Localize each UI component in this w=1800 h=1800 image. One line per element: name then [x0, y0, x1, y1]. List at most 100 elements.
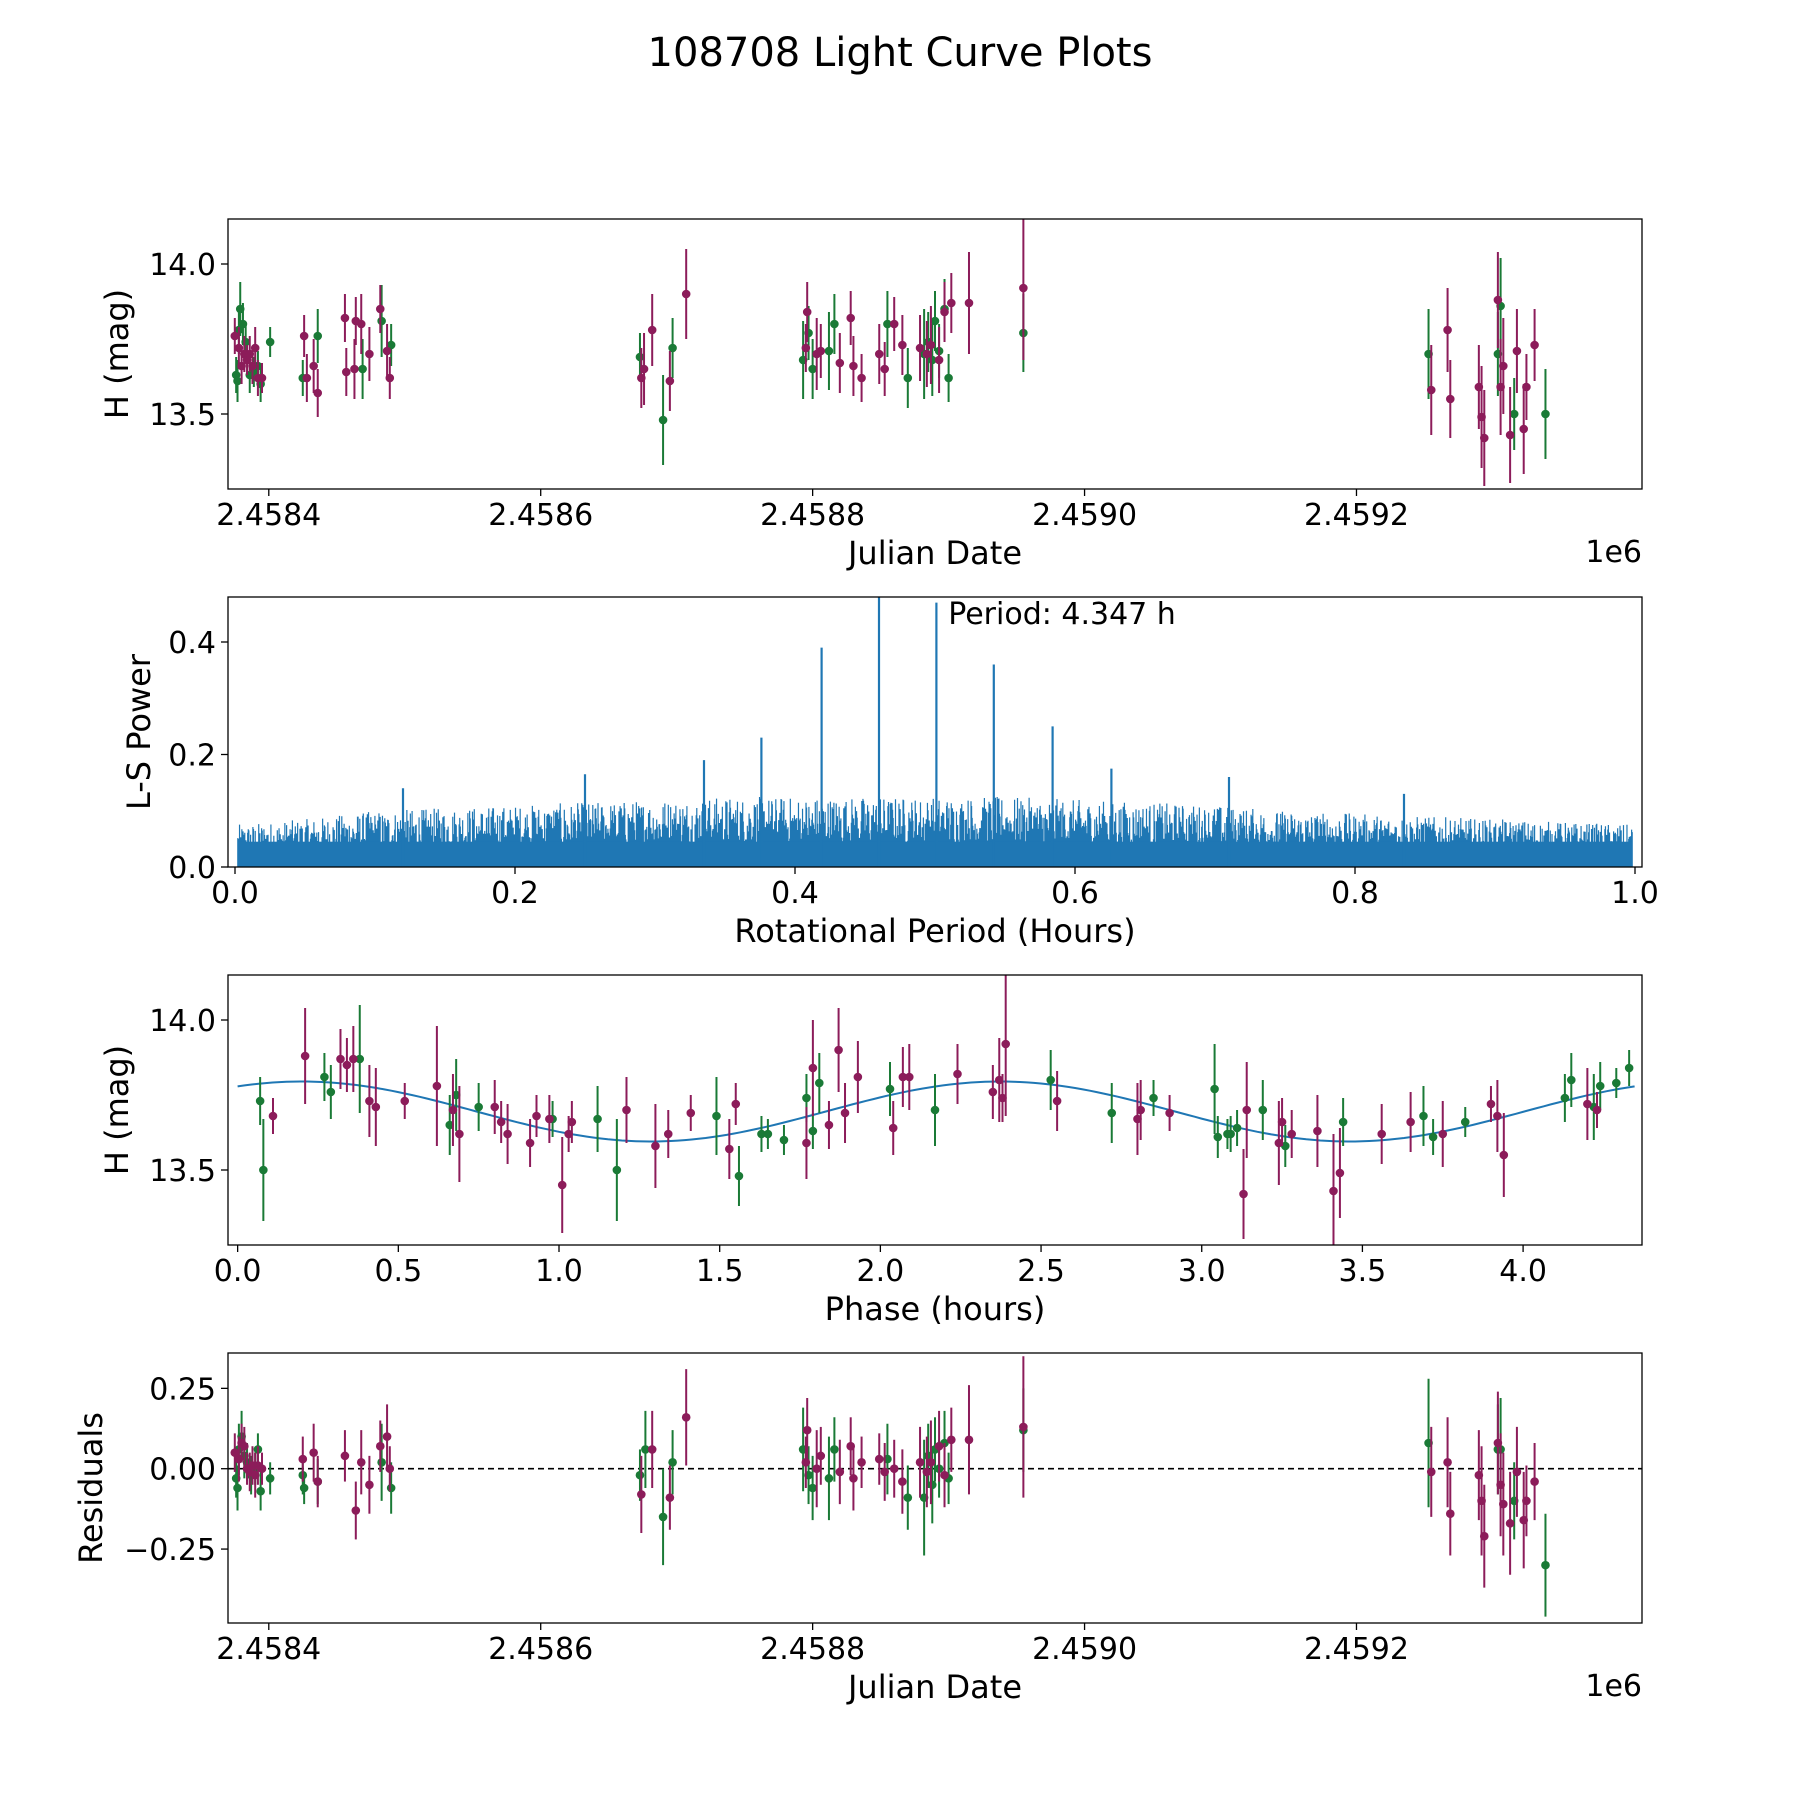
data-point: [557, 1180, 567, 1190]
data-point: [898, 1477, 907, 1486]
data-point: [1505, 430, 1515, 440]
data-point: [313, 388, 323, 398]
data-point: [947, 298, 956, 308]
data-point: [889, 1464, 899, 1474]
data-point: [647, 325, 657, 335]
data-point: [257, 373, 267, 383]
data-point: [731, 1099, 741, 1109]
data-point: [1445, 1509, 1455, 1519]
periodogram-xlabel: Rotational Period (Hours): [734, 912, 1135, 950]
data-point: [889, 319, 899, 329]
x-tick-label: 1.0: [535, 1254, 583, 1289]
x-tick-label: 2.4592: [1304, 498, 1409, 533]
data-point: [1277, 1117, 1287, 1127]
data-point: [637, 373, 646, 383]
data-point: [593, 1114, 602, 1124]
data-point: [874, 1454, 884, 1464]
y-tick-label: 13.5: [149, 398, 216, 433]
data-point: [824, 1474, 834, 1483]
data-point: [998, 1093, 1007, 1103]
fit-curve: [237, 1080, 1635, 1143]
figure-title: 108708 Light Curve Plots: [648, 30, 1153, 76]
data-point: [926, 1457, 936, 1467]
data-point: [915, 1457, 925, 1467]
data-point: [250, 1470, 260, 1480]
data-point: [432, 1081, 442, 1091]
data-point: [1426, 1467, 1436, 1477]
data-point: [1509, 409, 1519, 419]
data-point: [365, 1096, 374, 1106]
data-point: [299, 1483, 309, 1493]
phased-xlabel: Phase (hours): [825, 1290, 1046, 1328]
data-point: [265, 1474, 275, 1483]
data-point: [350, 364, 359, 374]
x-tick-label: 2.4590: [1032, 1632, 1137, 1667]
data-point: [934, 1441, 944, 1451]
data-point: [802, 1093, 811, 1103]
data-point: [880, 364, 889, 374]
x-tick-label: 0.5: [374, 1254, 422, 1289]
data-point: [1438, 1129, 1448, 1139]
phased-ylabel: H (mag): [98, 1045, 136, 1175]
data-point: [1493, 1111, 1502, 1121]
data-point: [1274, 1138, 1284, 1148]
y-tick-label: 0.00: [149, 1453, 216, 1488]
x-tick-label: 0.0: [211, 876, 259, 911]
data-point: [1496, 382, 1505, 392]
data-point: [994, 1075, 1004, 1085]
data-point: [1519, 424, 1529, 434]
data-point: [474, 1102, 483, 1112]
periodogram-panel: 0.0 0.2 0.4 0.6 0.8 1.0 0.0 0.2 0.4 Rotational P…: [120, 596, 1659, 950]
residuals-ylabel: Residuals: [72, 1412, 110, 1564]
data-point: [658, 1512, 668, 1522]
data-point: [808, 1126, 818, 1136]
data-point: [840, 1108, 850, 1118]
data-point: [385, 373, 395, 383]
data-point: [1595, 1081, 1605, 1091]
data-point: [651, 1141, 660, 1151]
data-point: [808, 364, 817, 374]
data-point: [455, 1129, 464, 1139]
data-point: [1583, 1099, 1592, 1109]
data-point: [1541, 1560, 1550, 1570]
data-point: [1499, 1499, 1508, 1509]
data-point: [448, 1105, 458, 1115]
data-point: [237, 361, 246, 371]
data-point: [808, 1063, 818, 1073]
data-point: [1019, 1422, 1028, 1432]
y-tick-label: 0.2: [168, 739, 216, 774]
data-point: [635, 352, 645, 362]
y-tick-label: 0.25: [149, 1372, 216, 1407]
data-point: [356, 319, 366, 329]
data-point: [812, 1464, 822, 1474]
y-tick-label: 14.0: [149, 1004, 216, 1039]
data-point: [1522, 382, 1531, 392]
data-point: [358, 364, 367, 374]
data-point: [635, 1470, 645, 1480]
x-tick-label: 2.5: [1017, 1254, 1065, 1289]
y-tick-label: 13.5: [149, 1154, 216, 1189]
data-point: [686, 1108, 696, 1118]
data-point: [340, 1451, 350, 1461]
data-point: [320, 1072, 329, 1082]
data-point: [816, 1451, 826, 1461]
data-point: [1052, 1096, 1062, 1106]
lightcurve-ylabel: H (mag): [98, 289, 136, 419]
data-point: [250, 343, 260, 353]
x-tick-label: 2.4588: [760, 1632, 865, 1667]
data-point: [1239, 1189, 1248, 1199]
data-point: [1512, 346, 1522, 356]
data-point: [298, 1454, 308, 1464]
data-point: [622, 1105, 631, 1115]
data-point: [445, 1120, 455, 1130]
data-point: [385, 1464, 395, 1474]
y-tick-label: −0.25: [124, 1533, 216, 1568]
data-point: [1232, 1123, 1242, 1133]
series-band_a: [231, 1378, 1550, 1617]
data-point: [816, 346, 826, 356]
data-point: [802, 1425, 812, 1435]
data-point: [947, 1435, 956, 1445]
data-point: [857, 373, 866, 383]
data-point: [1486, 1099, 1496, 1109]
